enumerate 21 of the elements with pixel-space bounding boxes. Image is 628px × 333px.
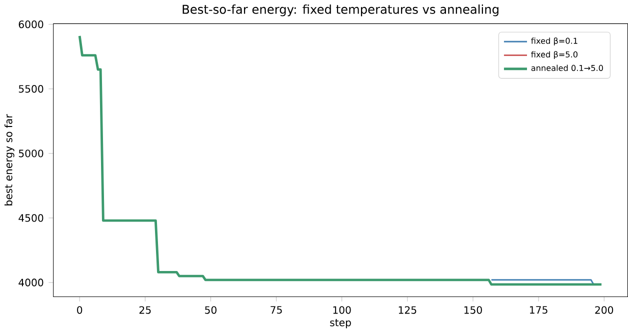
legend-label: fixed β=0.1 [531,38,578,46]
y-tick-label: 5500 [18,85,44,93]
x-tick-label: 50 [205,306,216,314]
chart-title: Best-so-far energy: fixed temperatures vs annealing [182,4,498,16]
x-tick-label: 0 [77,306,82,314]
y-tick-label: 5000 [18,150,44,158]
x-tick-label: 100 [333,306,351,314]
y-axis-title: best energy so far [4,114,14,206]
legend-label: fixed β=5.0 [531,51,578,60]
x-tick-label: 125 [398,306,416,314]
x-tick-label: 175 [530,306,548,314]
x-tick-label: 75 [270,306,282,314]
x-tick-label: 200 [595,306,614,314]
line-series [78,34,603,286]
x-tick-label: 25 [139,306,151,314]
legend-label: annealed 0.1→5.0 [531,64,603,72]
x-axis-title: step [330,319,351,328]
x-tick-label: 150 [464,306,482,314]
y-tick-label: 4500 [18,214,44,222]
y-tick-label: 6000 [18,20,44,28]
y-tick-label: 4000 [18,278,44,286]
